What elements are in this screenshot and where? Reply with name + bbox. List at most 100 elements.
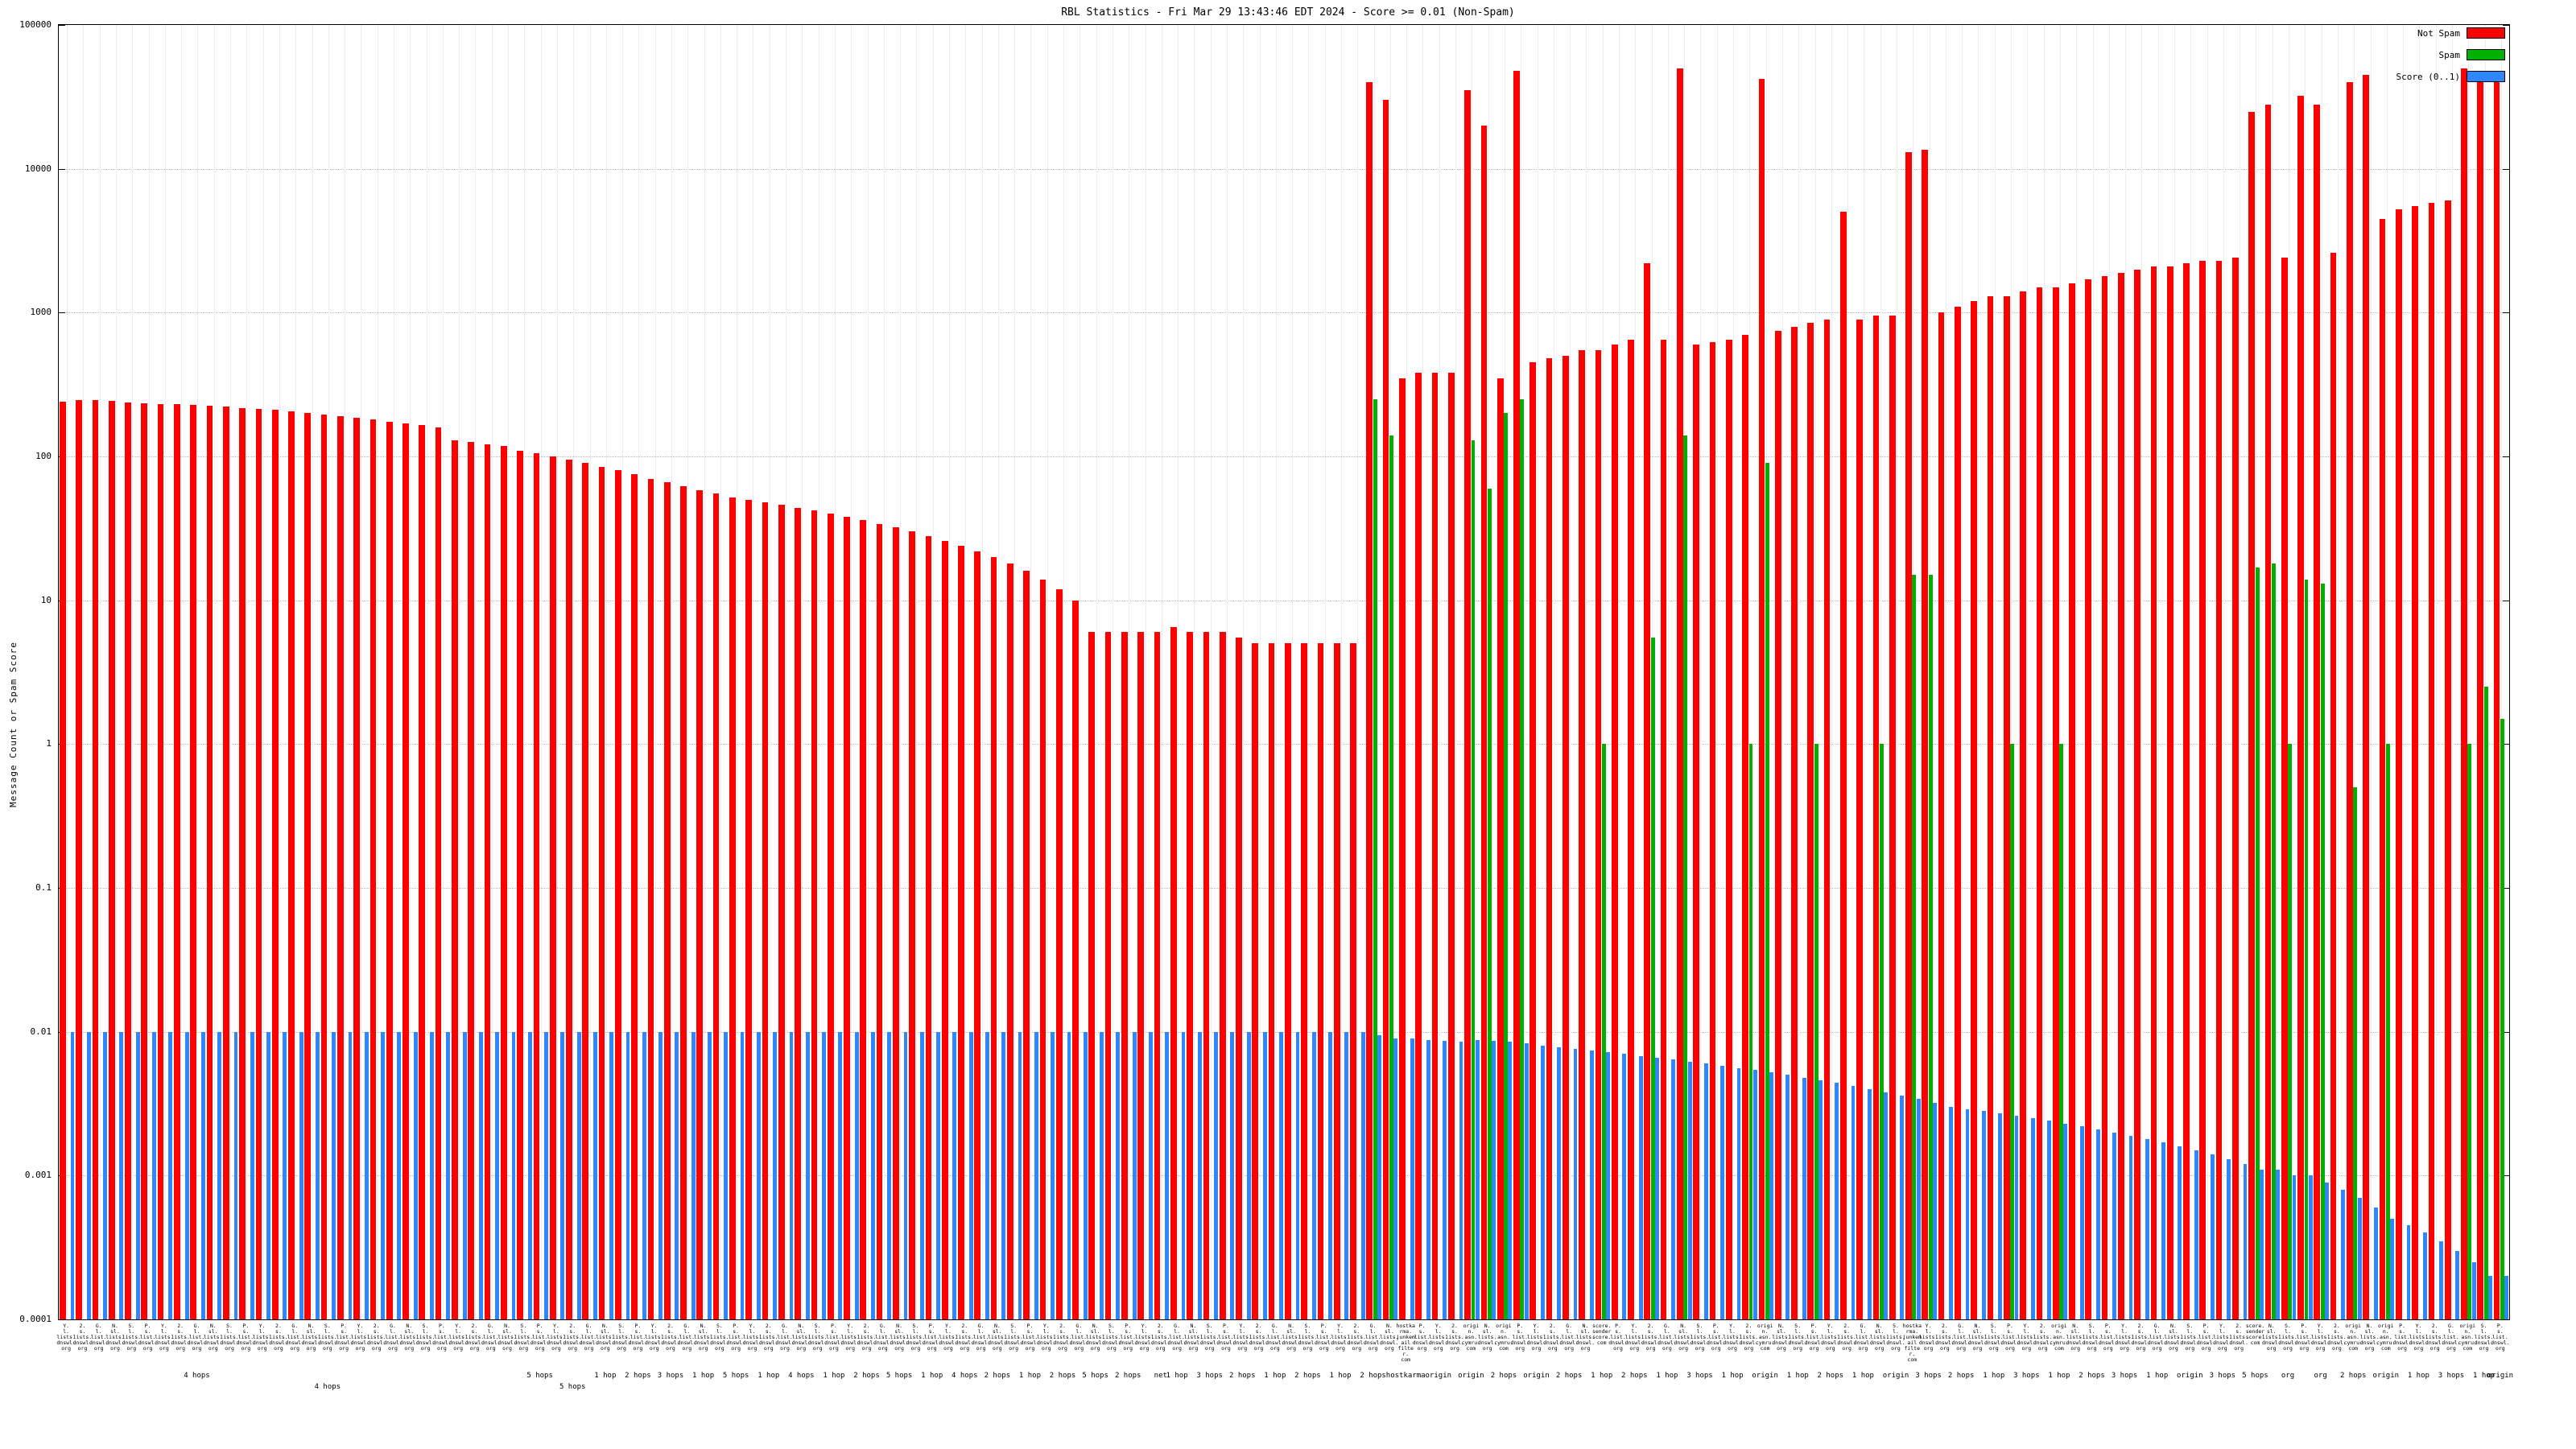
x-tick-label: N. sl. lists. dnswl. org: [1282, 1323, 1301, 1352]
x-group-label: 4 hops: [952, 1372, 978, 1380]
v-gridline: [997, 25, 999, 1319]
bar-score: [1018, 1031, 1022, 1319]
bar-score: [2292, 1175, 2297, 1319]
x-tick-label: P. s. list. dnswl. org: [726, 1323, 745, 1352]
v-gridline: [1014, 25, 1016, 1319]
bar-score: [511, 1031, 516, 1319]
bar-score: [1410, 1038, 1414, 1319]
bar-score: [1393, 1038, 1398, 1319]
v-gridline: [1439, 25, 1440, 1319]
bar-score: [1492, 1041, 1496, 1319]
y-tick-label: 100: [35, 451, 52, 461]
bar-score: [200, 1031, 205, 1319]
x-tick-label: S. l. lists. dnswl. org: [1298, 1323, 1318, 1352]
x-tick-label: P. s. list. dnswl. org: [628, 1323, 648, 1352]
bar-score: [168, 1031, 173, 1319]
y-tick: [2503, 312, 2509, 314]
v-gridline: [1243, 25, 1245, 1319]
bar-not-spam: [1579, 349, 1585, 1319]
bar-not-spam: [892, 527, 899, 1319]
x-tick-label: 2. s. lists. dnswl. org: [2131, 1323, 2151, 1352]
v-gridline: [2190, 25, 2192, 1319]
bar-spam: [1650, 638, 1655, 1319]
bar-not-spam: [2117, 272, 2124, 1319]
x-tick-label: N. sl. lists. dnswl. org: [1869, 1323, 1889, 1352]
x-group-label: 3 hops: [2013, 1372, 2040, 1380]
bar-not-spam: [1546, 358, 1553, 1319]
bar-score: [854, 1031, 859, 1319]
bar-score: [316, 1031, 320, 1319]
x-tick-label: 2. s. lists. dnswl. org: [72, 1323, 93, 1352]
bar-score: [1573, 1048, 1578, 1319]
x-tick-label: S. l. lists. dnswl. org: [2180, 1323, 2199, 1352]
bar-not-spam: [1301, 643, 1307, 1319]
v-gridline: [1602, 25, 1604, 1319]
bar-score: [1900, 1095, 1905, 1319]
x-tick-label: Y. l. lists. dnswl. org: [742, 1323, 762, 1352]
x-tick-label: Y. l. lists. dnswl. org: [2017, 1323, 2037, 1352]
bar-score: [2325, 1182, 2329, 1319]
legend-label-score: Score (0..1): [2396, 71, 2460, 82]
x-tick-label: origin. asn. cymru. com: [2343, 1323, 2363, 1352]
bar-not-spam: [369, 419, 377, 1319]
bar-score: [1802, 1077, 1806, 1319]
x-tick-label: origin. asn. cymru. com: [1494, 1323, 1513, 1352]
bar-score: [1622, 1054, 1627, 1319]
bar-not-spam: [2264, 104, 2272, 1319]
bar-not-spam: [1399, 378, 1406, 1319]
x-tick-label: 2. s. lists. dnswl. org: [1347, 1323, 1367, 1352]
bar-not-spam: [1219, 632, 1226, 1319]
x-group-label: 2 hops: [2339, 1372, 2367, 1380]
x-tick-label: P. s. list. dnswl. org: [2491, 1323, 2510, 1352]
x-tick-label: S. l. lists. dnswl. org: [807, 1323, 828, 1352]
x-tick-label: P. s. list. dnswl. org: [922, 1323, 942, 1352]
bar-spam: [2500, 718, 2504, 1319]
x-group-label: 4 hops: [788, 1372, 815, 1380]
bar-not-spam: [2248, 111, 2256, 1319]
x-tick-label: 2. s. lists. dnswl. org: [563, 1323, 582, 1352]
bar-not-spam: [435, 427, 442, 1319]
v-gridline: [1341, 25, 1343, 1319]
x-tick-label: P. s. list. dnswl. org: [2099, 1323, 2118, 1352]
x-group-label: 2 hops: [984, 1372, 1011, 1380]
y-tick-label: 10: [40, 594, 52, 605]
v-gridline: [720, 25, 721, 1319]
x-tick-label: G. l. list. dnswl. org: [187, 1323, 207, 1352]
bar-not-spam: [566, 459, 572, 1319]
legend: Not Spam Spam Score (0..1): [2396, 27, 2505, 93]
v-gridline: [262, 25, 264, 1319]
bar-not-spam: [1709, 342, 1716, 1319]
x-group-label: 1 hop: [1018, 1372, 1041, 1380]
x-group-label: 1 hop: [1983, 1372, 2005, 1380]
x-tick-label: G. l. list. dnswl. org: [285, 1323, 304, 1352]
bar-not-spam: [1039, 579, 1046, 1319]
x-tick-label: G. l. list. dnswl. org: [383, 1323, 402, 1352]
x-group-label: origin: [2487, 1372, 2514, 1380]
v-gridline: [1994, 25, 1996, 1319]
x-tick-label: Y. l. lists. dnswl. org: [547, 1323, 566, 1352]
bar-not-spam: [1807, 322, 1814, 1319]
bar-score: [740, 1031, 745, 1319]
x-tick-label: G. l. list. dnswl. org: [2442, 1323, 2461, 1352]
v-gridline: [2108, 25, 2110, 1319]
v-gridline: [181, 25, 183, 1319]
bar-spam: [2010, 744, 2015, 1319]
bar-score: [381, 1031, 386, 1319]
x-tick-label: Y. l. lists. dnswl. org: [840, 1323, 860, 1352]
bar-score: [1344, 1031, 1349, 1319]
v-gridline: [1275, 25, 1277, 1319]
bar-spam: [2467, 744, 2472, 1319]
v-gridline: [2337, 25, 2339, 1319]
v-gridline: [573, 25, 575, 1319]
v-gridline: [2141, 25, 2143, 1319]
x-group-label: 5 hops: [526, 1372, 553, 1380]
bar-score: [1949, 1107, 1954, 1319]
v-gridline: [2435, 25, 2437, 1319]
bar-score: [1132, 1031, 1137, 1319]
bar-score: [642, 1031, 646, 1319]
x-group-label: 1 hop: [1721, 1372, 1744, 1380]
x-group-label: 2 hops: [1229, 1372, 1256, 1380]
bar-not-spam: [1725, 339, 1732, 1319]
x-group-label: origin: [2372, 1372, 2400, 1380]
bar-not-spam: [222, 407, 229, 1319]
